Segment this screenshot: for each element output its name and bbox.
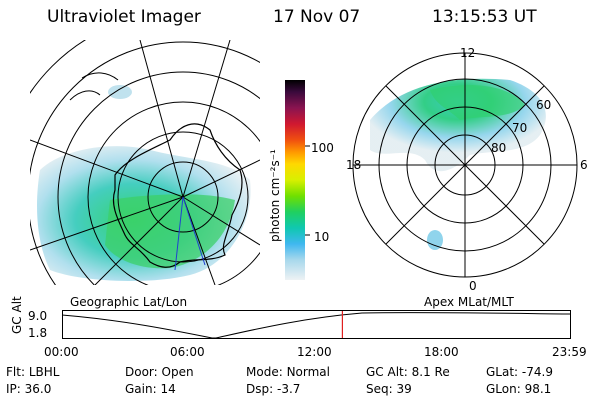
- orbit-xtick-0600: 06:00: [170, 345, 205, 359]
- door-field: Door: Open: [125, 365, 194, 379]
- glon-field: GLon: 98.1: [486, 382, 552, 396]
- gc-alt-field: GC Alt: 8.1 Re: [366, 365, 450, 379]
- colorbar-tick-10: 10: [314, 230, 330, 244]
- mlt-label-12: 12: [460, 46, 476, 60]
- apex-projection-label: Apex MLat/MLT: [424, 295, 514, 309]
- date-label: 17 Nov 07: [273, 7, 361, 27]
- mode-field: Mode: Normal: [246, 365, 330, 379]
- colorbar-unit-label: photon cm⁻²s⁻¹: [268, 149, 282, 242]
- orbit-altitude-plot: [61, 310, 571, 339]
- glat-field: GLat: -74.9: [486, 365, 553, 379]
- time-label: 13:15:53 UT: [432, 7, 537, 27]
- colorbar-tick-100: 100: [311, 141, 334, 155]
- mlat-label-70: 70: [512, 121, 528, 135]
- orbit-xtick-1800: 18:00: [424, 345, 459, 359]
- orbit-ylabel: GC Alt: [10, 296, 24, 334]
- apex-polar-image: [352, 52, 578, 278]
- mlt-label-6: 6: [580, 158, 588, 172]
- seq-field: Seq: 39: [366, 382, 412, 396]
- mlt-label-18: 18: [346, 158, 362, 172]
- dsp-field: Dsp: -3.7: [246, 382, 301, 396]
- gain-field: Gain: 14: [125, 382, 176, 396]
- orbit-xtick-1200: 12:00: [297, 345, 332, 359]
- mlt-label-0: 0: [469, 279, 477, 293]
- ip-field: IP: 36.0: [6, 382, 52, 396]
- flt-field: Flt: LBHL: [6, 365, 60, 379]
- colorbar: [285, 80, 310, 280]
- orbit-xtick-2359: 23:59: [552, 345, 587, 359]
- mlat-label-80: 80: [491, 141, 507, 155]
- orbit-ytick-high: 9.0: [28, 309, 48, 323]
- orbit-ytick-low: 1.8: [28, 326, 48, 340]
- orbit-xtick-0000: 00:00: [44, 345, 79, 359]
- instrument-title: Ultraviolet Imager: [47, 7, 201, 27]
- geographic-projection-label: Geographic Lat/Lon: [70, 295, 188, 309]
- mlat-label-60: 60: [536, 98, 552, 112]
